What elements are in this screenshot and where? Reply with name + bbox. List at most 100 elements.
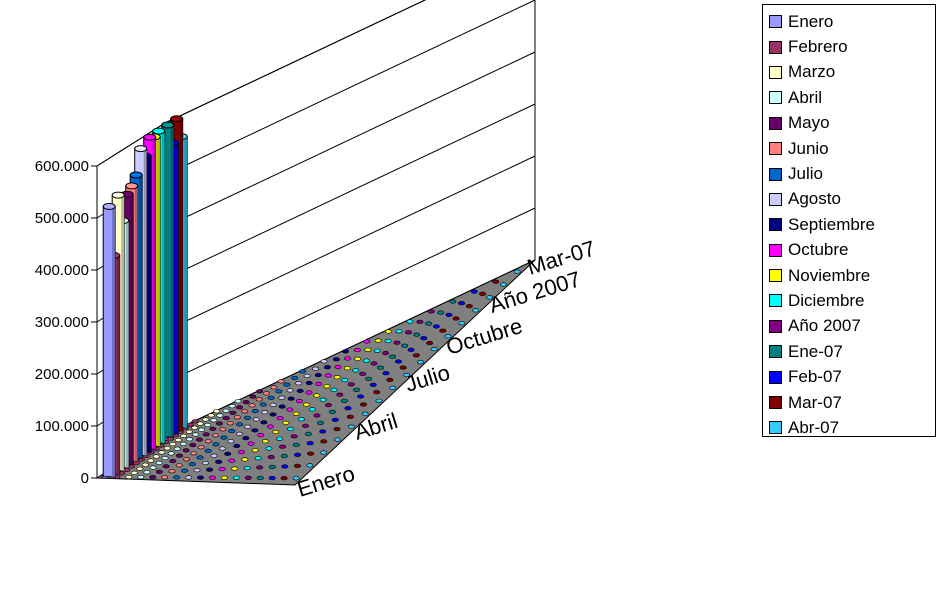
floor-marker [262,391,270,396]
floor-marker [270,385,278,390]
legend-item: Julio [769,161,935,186]
floor-marker [256,389,264,394]
floor-marker [403,372,411,378]
legend-list: Enero Febrero Marzo Abril Mayo Junio Julio Agos… [769,9,935,441]
floor-marker [268,476,276,481]
floor-marker [359,402,367,407]
floor-marker [222,416,230,421]
floor-marker [235,431,243,437]
floor-marker [212,442,220,447]
floor-marker [283,382,291,387]
floor-marker [173,475,181,480]
legend-item: Febrero [769,34,935,59]
floor-marker [458,321,466,326]
floor-marker [331,417,339,422]
floor-marker [341,378,349,383]
floor-marker [229,410,237,415]
floor-marker [186,437,194,442]
floor-marker [185,475,193,480]
floor-marker [257,433,265,438]
floor-marker [220,475,228,480]
y-tick-label: 0 [81,470,89,487]
legend-item: Octubre [769,238,935,263]
column-shade [148,155,152,453]
column-top [161,121,175,129]
floor-marker [137,475,145,480]
floor-marker [175,463,183,468]
legend-item: Abr-07 [769,415,935,440]
floor-marker [181,468,189,473]
floor-marker [305,390,313,395]
floor-marker [303,373,311,379]
floor-marker [185,429,193,434]
floor-marker [218,467,226,472]
floor-marker [458,301,466,306]
legend-item: Junio [769,136,935,161]
floor-marker [293,463,301,469]
floor-marker [304,431,312,437]
floor-marker [276,436,284,441]
floor-marker [478,291,486,297]
floor-marker [432,324,440,329]
floor-marker [149,465,157,470]
floor-marker [174,437,182,443]
floor-marker [256,475,264,481]
floor-marker [296,388,304,394]
legend-swatch [769,40,782,54]
floor-marker [425,321,433,326]
legend-label: Julio [788,164,823,184]
floor-marker [394,359,402,364]
floor-marker [306,463,314,468]
floor-marker [341,349,349,354]
floor-marker [206,467,214,472]
legend-swatch [769,243,782,257]
floor-marker [158,450,166,455]
floor-marker [281,464,289,469]
column-shade [161,131,165,444]
legend-item: Septiembre [769,212,935,237]
legend-label: Feb-07 [788,367,842,387]
floor-marker [161,475,169,480]
floor-marker [452,316,460,321]
legend-label: Diciembre [788,290,865,310]
column-top [170,115,184,123]
floor-marker [251,409,259,414]
legend-label: Ene-07 [788,341,843,361]
column-top [102,202,116,210]
floor-marker [492,279,500,284]
column-bar [102,202,116,478]
floor-marker [188,462,196,467]
floor-marker [389,385,397,391]
column-top [125,182,139,190]
floor-marker [244,415,252,420]
legend-label: Junio [788,138,829,158]
floor-marker [323,365,331,370]
floor-marker [404,330,412,335]
legend-item: Año 2007 [769,314,935,339]
floor-marker [268,464,276,470]
legend-item: Noviembre [769,263,935,288]
floor-marker [222,408,230,413]
floor-marker [216,413,224,418]
floor-marker [416,319,424,325]
floor-marker [344,356,352,361]
floor-marker [236,405,244,410]
floor-marker [465,304,473,309]
floor-marker [210,453,218,458]
floor-marker [277,379,285,384]
floor-marker [275,389,283,394]
column-shade [139,175,143,459]
legend-label: Mar-07 [788,392,842,412]
y-tick-label: 500.000 [35,210,89,227]
floor-marker [297,417,305,422]
floor-marker [249,394,257,399]
legend-label: Septiembre [788,214,875,234]
floor-marker [347,424,355,429]
legend-swatch [769,396,782,410]
legend-swatch [769,116,782,130]
floor-marker [180,433,188,439]
floor-marker [191,419,199,424]
floor-marker [196,421,204,426]
legend-swatch [769,192,782,206]
floor-marker [265,446,273,451]
